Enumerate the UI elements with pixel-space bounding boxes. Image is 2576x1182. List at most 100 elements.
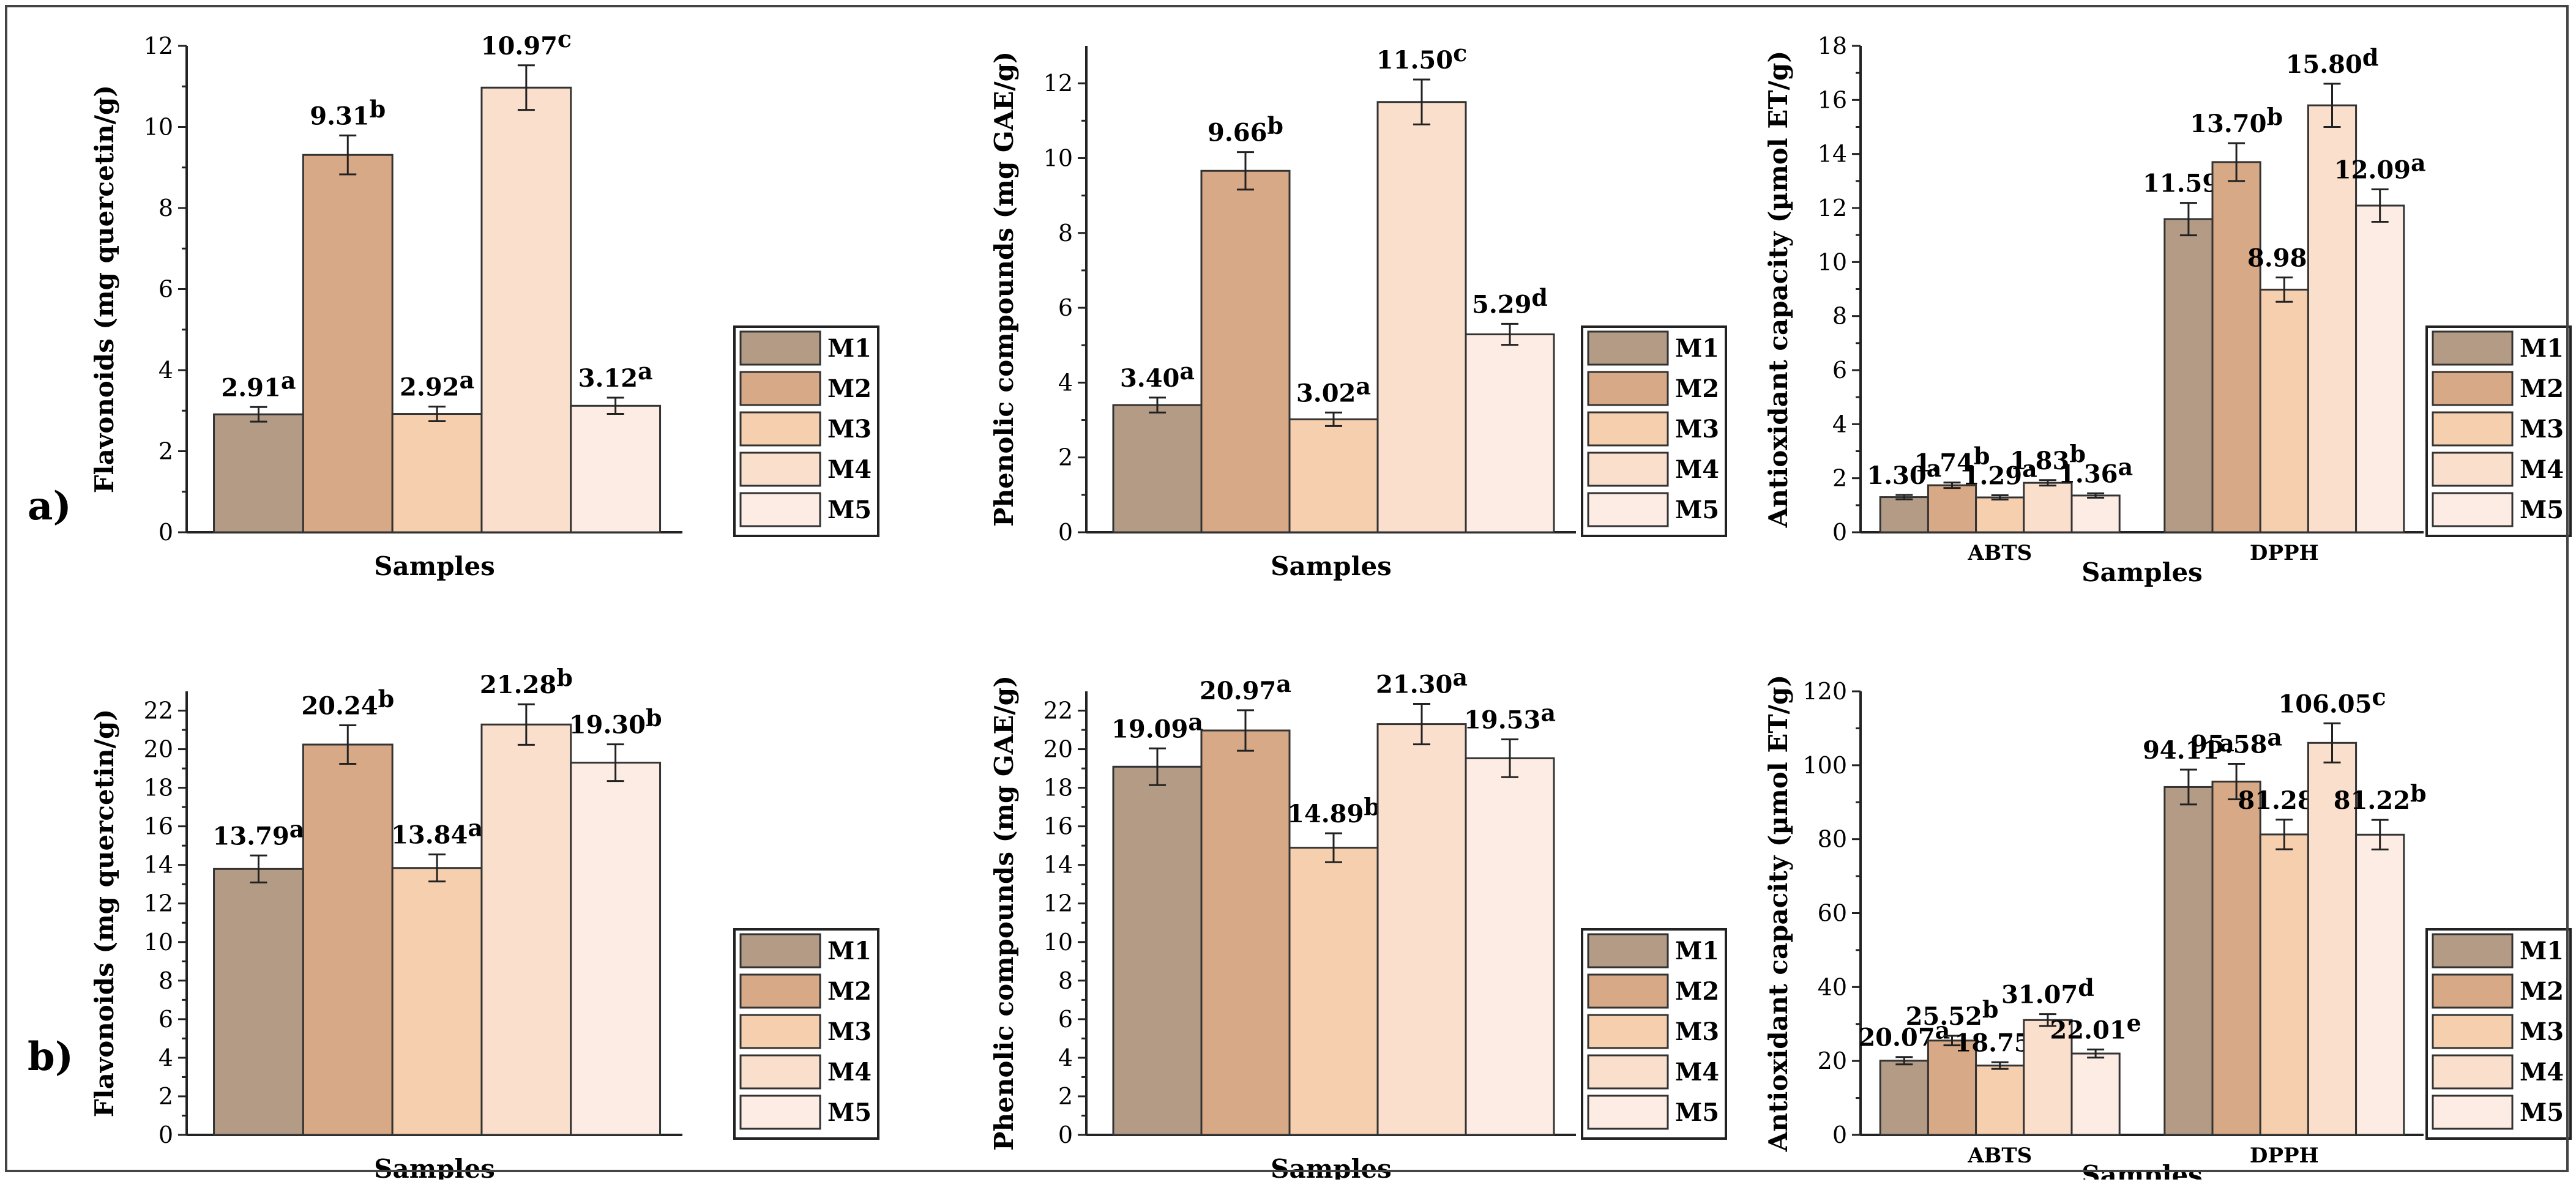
data-label: 3.12a bbox=[578, 357, 653, 393]
group-label: DPPH bbox=[2250, 541, 2319, 565]
group-label: DPPH bbox=[2250, 1143, 2319, 1168]
data-label: 1.29a bbox=[1963, 455, 2037, 490]
data-label: 20.24b bbox=[301, 685, 394, 720]
y-tick-label: 8 bbox=[1058, 967, 1073, 994]
figure-frame bbox=[5, 5, 2569, 1172]
legend-swatch-M5 bbox=[2432, 1095, 2514, 1130]
bar-M1 bbox=[1879, 496, 1929, 533]
y-tick-label: 10 bbox=[144, 929, 173, 956]
y-tick-label: 20 bbox=[144, 736, 173, 763]
bar-M1 bbox=[1112, 765, 1203, 1136]
bar-M5 bbox=[1465, 333, 1555, 533]
legend-label-M2: M2 bbox=[2520, 374, 2564, 403]
legend-swatch-M1 bbox=[739, 933, 821, 968]
y-tick-label: 6 bbox=[159, 276, 173, 303]
bar-M2 bbox=[1927, 484, 1977, 533]
y-tick-label: 12 bbox=[144, 32, 173, 59]
data-label: 22.01e bbox=[2050, 1009, 2141, 1044]
legend-label-M1: M1 bbox=[2520, 937, 2564, 965]
data-label: 20.97a bbox=[1200, 670, 1291, 705]
y-tick-label: 10 bbox=[1818, 248, 1847, 275]
legend-label-M2: M2 bbox=[2520, 977, 2564, 1006]
legend-swatch-M1 bbox=[1587, 933, 1669, 968]
y-tick-label: 12 bbox=[1818, 195, 1847, 221]
y-tick-label: 80 bbox=[1818, 826, 1847, 853]
data-label: 106.05c bbox=[2278, 683, 2386, 718]
legend-swatch-M3 bbox=[2432, 411, 2514, 447]
bar-M3 bbox=[1288, 847, 1379, 1136]
legend-label-M3: M3 bbox=[827, 415, 872, 444]
bar-M5 bbox=[570, 404, 662, 533]
y-tick-label: 22 bbox=[1043, 697, 1073, 724]
chart-b-flavonoids: 0 2 4 6 8 10 12 14 16 18 20 22 Flavonoids (mg querce… bbox=[89, 664, 879, 1182]
legend-swatch-M1 bbox=[1587, 330, 1669, 366]
legend-label-M4: M4 bbox=[827, 455, 872, 484]
legend-swatch-M4 bbox=[739, 452, 821, 487]
y-tick-label: 0 bbox=[1058, 1121, 1073, 1148]
bar-M4 bbox=[480, 86, 572, 533]
legend-label-M5: M5 bbox=[2520, 496, 2564, 524]
data-label: 12.09a bbox=[2334, 149, 2426, 185]
y-tick-label: 4 bbox=[159, 1044, 173, 1071]
data-label: 13.70b bbox=[2190, 103, 2283, 138]
data-label: 1.74b bbox=[1914, 442, 1990, 478]
data-label: 1.30a bbox=[1867, 455, 1941, 490]
bar-M1 bbox=[2163, 218, 2214, 533]
y-tick-label: 0 bbox=[1058, 519, 1073, 546]
data-label: 31.07d bbox=[2001, 974, 2094, 1009]
legend-label-M2: M2 bbox=[1675, 374, 1719, 403]
bar-M2 bbox=[1200, 729, 1291, 1136]
data-label: 5.29d bbox=[1472, 283, 1548, 319]
legend-label-M3: M3 bbox=[2520, 415, 2564, 444]
legend-label-M4: M4 bbox=[1675, 1058, 1719, 1087]
y-tick-label: 12 bbox=[1043, 890, 1073, 917]
bar-M5 bbox=[570, 762, 662, 1136]
y-tick-label: 16 bbox=[1818, 86, 1847, 113]
data-label: 25.52b bbox=[1906, 995, 1999, 1031]
chart-b-antioxidant: 0 20 40 60 80 100 120 Antioxidant capacity (µmo… bbox=[1763, 675, 2572, 1182]
y-tick-label: 8 bbox=[159, 967, 173, 994]
data-label: 81.22b bbox=[2334, 779, 2427, 815]
bar-M2 bbox=[302, 154, 394, 533]
row-label-b: b) bbox=[28, 1034, 74, 1080]
legend-label-M1: M1 bbox=[1675, 937, 1719, 965]
legend-swatch-M2 bbox=[739, 371, 821, 406]
y-tick-label: 8 bbox=[1832, 303, 1847, 330]
legend-swatch-M4 bbox=[2432, 452, 2514, 487]
data-label: 3.40a bbox=[1120, 357, 1195, 393]
y-tick-label: 2 bbox=[159, 1083, 173, 1110]
legend-swatch-M1 bbox=[2432, 933, 2514, 968]
bar-M4 bbox=[480, 723, 572, 1136]
data-label: 13.84a bbox=[391, 814, 483, 850]
group-label: ABTS bbox=[1967, 1143, 2032, 1168]
y-axis-label: Flavonoids (mg quercetin/g) bbox=[89, 709, 119, 1117]
data-label: 2.91a bbox=[221, 366, 296, 402]
y-tick-label: 20 bbox=[1043, 736, 1073, 763]
data-label: 1.83b bbox=[2010, 440, 2086, 475]
y-tick-label: 16 bbox=[144, 813, 173, 840]
legend-swatch-M2 bbox=[2432, 973, 2514, 1009]
y-tick-label: 2 bbox=[1058, 444, 1073, 471]
legend-swatch-M4 bbox=[1587, 1054, 1669, 1090]
y-tick-label: 14 bbox=[144, 852, 173, 879]
legend-label-M4: M4 bbox=[2520, 1058, 2564, 1087]
y-tick-label: 22 bbox=[144, 697, 173, 724]
bar-M3 bbox=[2259, 833, 2309, 1136]
group-label: ABTS bbox=[1967, 541, 2032, 565]
legend-swatch-M1 bbox=[2432, 330, 2514, 366]
legend-label-M4: M4 bbox=[1675, 455, 1719, 484]
legend-swatch-M4 bbox=[739, 1054, 821, 1090]
y-tick-label: 120 bbox=[1802, 678, 1847, 705]
y-axis-label: Flavonoids (mg quercetin/g) bbox=[89, 85, 119, 493]
y-tick-label: 0 bbox=[159, 519, 173, 546]
y-tick-label: 18 bbox=[144, 775, 173, 801]
data-label: 95.58a bbox=[2190, 724, 2282, 759]
y-tick-label: 10 bbox=[1043, 929, 1073, 956]
legend-label-M5: M5 bbox=[827, 496, 872, 524]
y-tick-label: 0 bbox=[1832, 1121, 1847, 1148]
legend-label-M3: M3 bbox=[827, 1017, 872, 1046]
data-label: 2.92a bbox=[400, 366, 474, 402]
bar-M5 bbox=[2070, 494, 2121, 533]
chart-a-flavonoids: 0 2 4 6 8 10 12 Flavonoids (mg quercetin/g) Samp… bbox=[89, 25, 879, 581]
legend-label-M5: M5 bbox=[2520, 1098, 2564, 1127]
